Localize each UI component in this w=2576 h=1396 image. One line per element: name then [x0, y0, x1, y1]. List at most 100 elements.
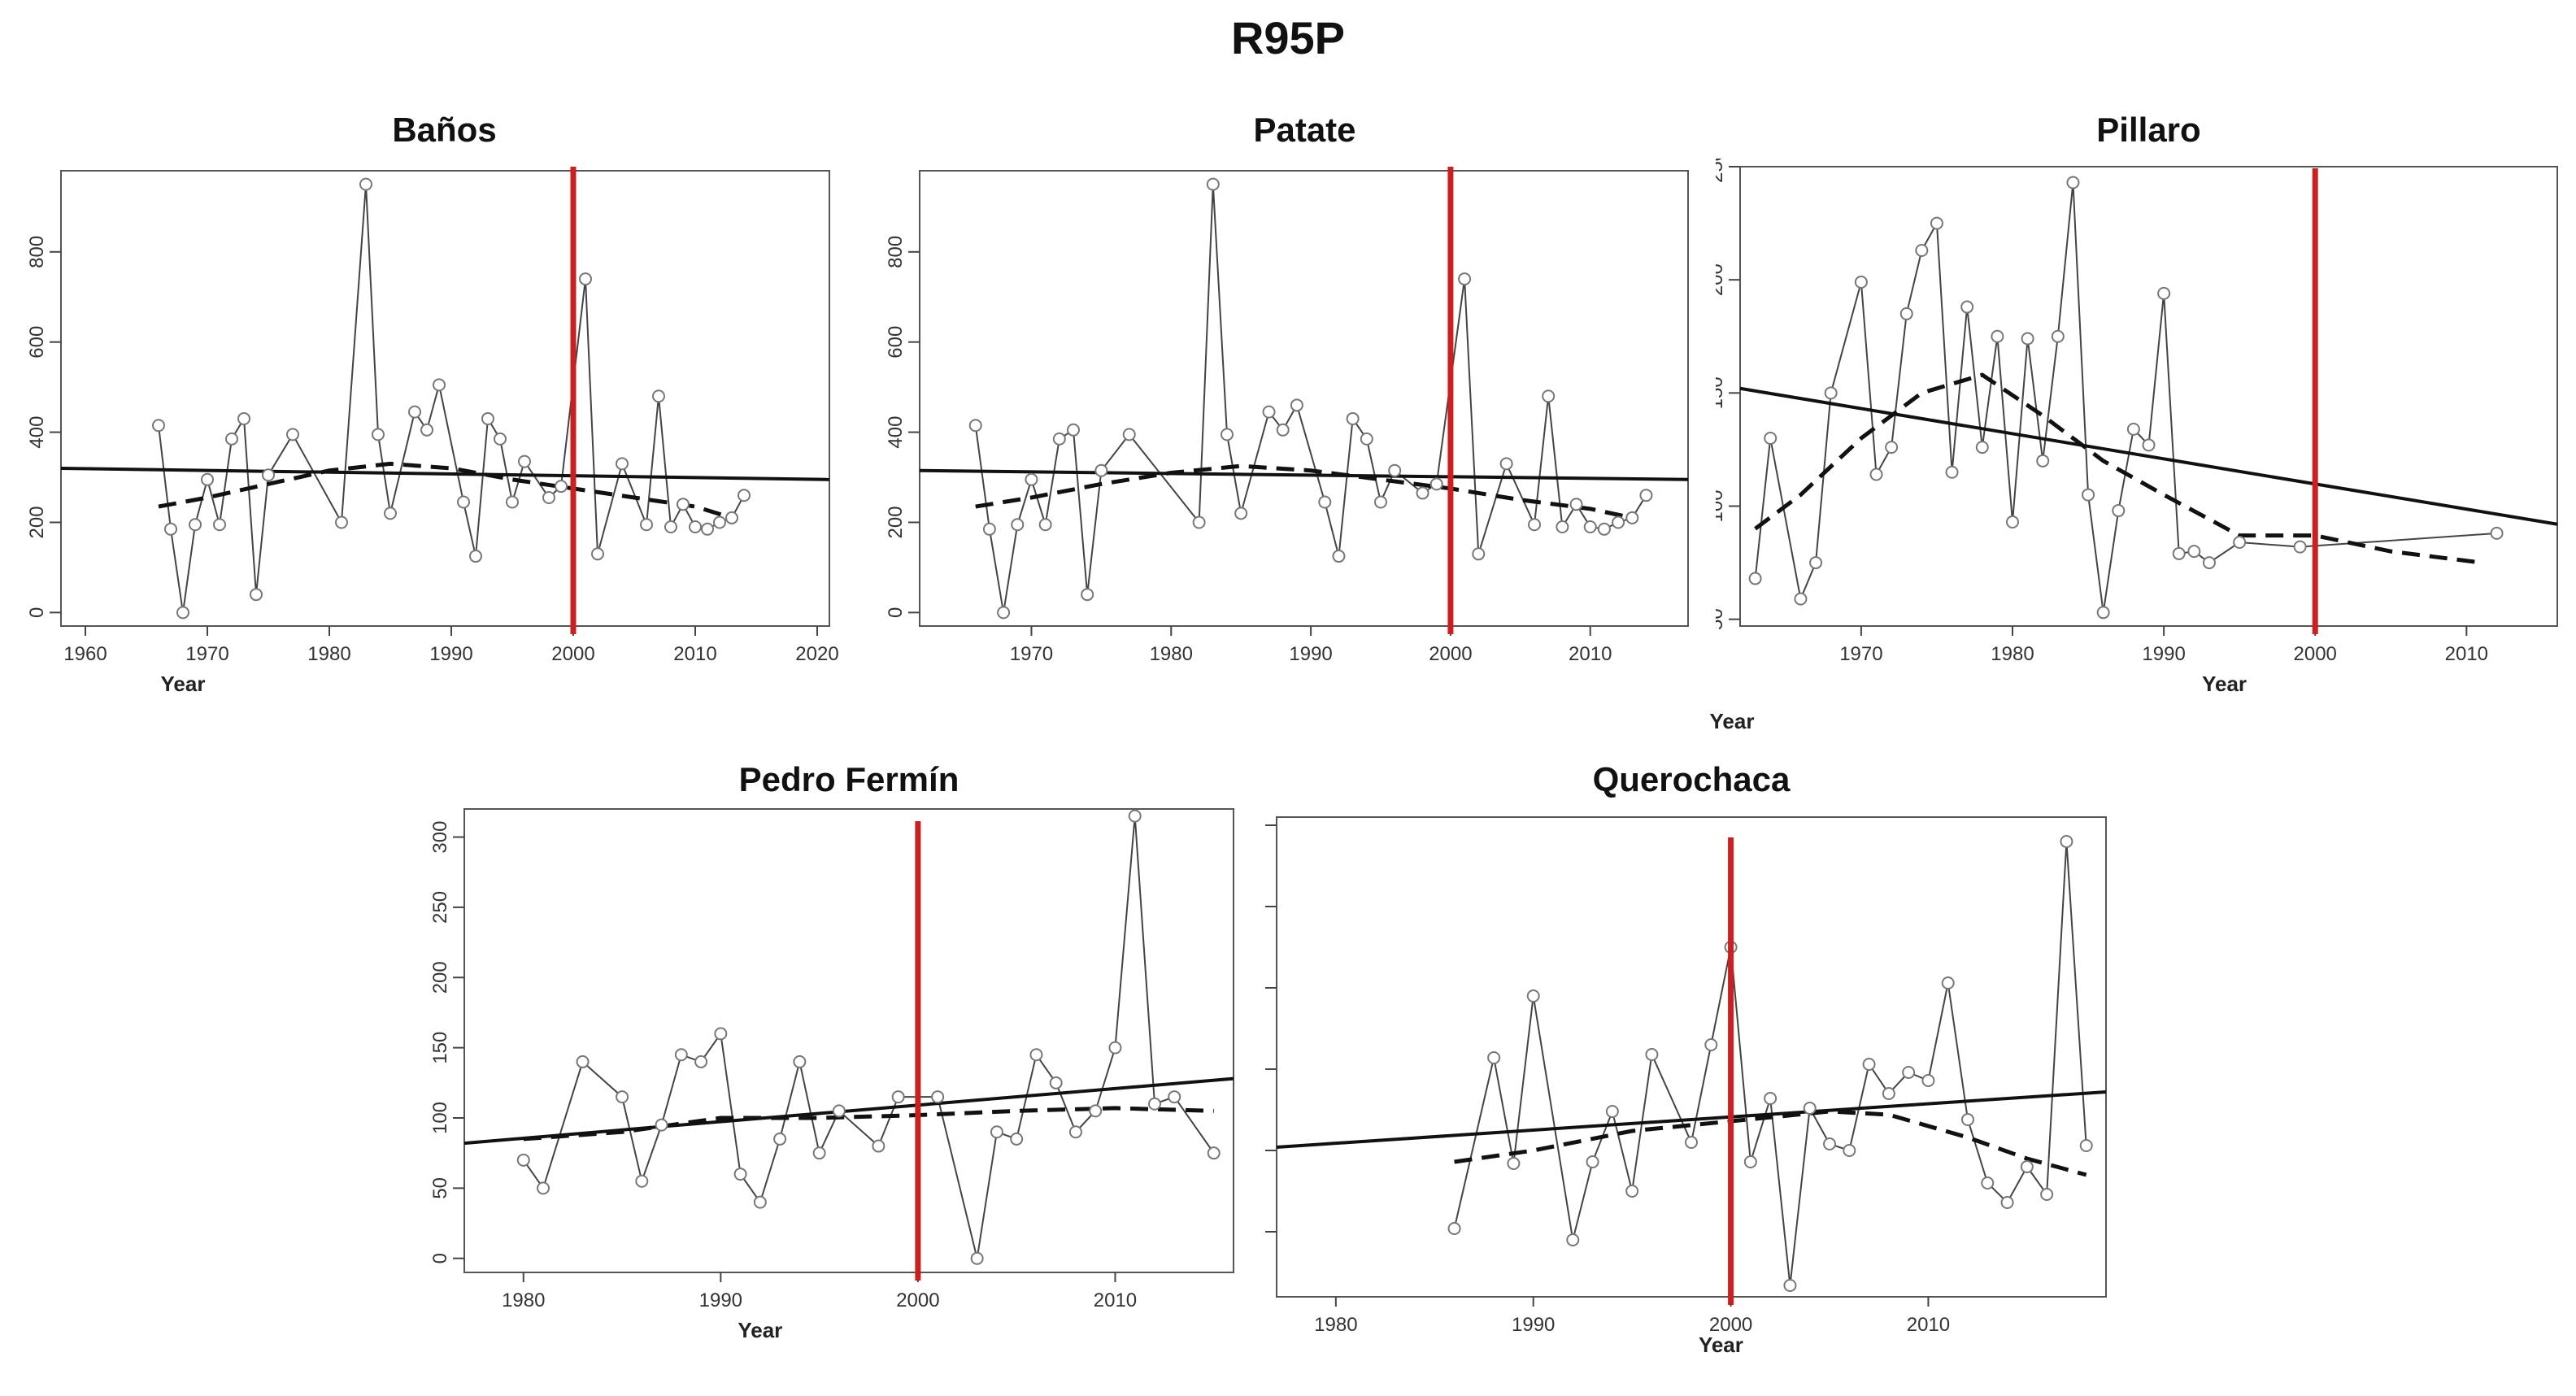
- data-point: [677, 498, 690, 511]
- data-point: [2021, 332, 2034, 346]
- data-point: [1902, 1066, 1916, 1079]
- y-tick-label: 50: [429, 1177, 451, 1199]
- data-point: [635, 1174, 649, 1188]
- y-tick-label: 100: [429, 1102, 451, 1134]
- x-tick-label: 1980: [1314, 1314, 1357, 1336]
- data-point: [494, 432, 507, 446]
- data-point: [2187, 545, 2201, 559]
- data-point: [1882, 1087, 1895, 1100]
- y-tick-label: 200: [1260, 972, 1264, 1004]
- chart-querochaca: 50 100 150 200 250 300 1980 1990 2000 2010 Year: [1260, 809, 2107, 1357]
- data-point: [518, 454, 531, 468]
- observed-series-line: [1453, 841, 2087, 1286]
- x-tick-label: 2010: [1907, 1314, 1950, 1336]
- data-point: [516, 1153, 530, 1167]
- data-point: [640, 518, 653, 532]
- data-point: [1038, 518, 1052, 532]
- data-point: [2202, 556, 2216, 570]
- chart-patate: 0 200 400 600 800 1970 1980 1990 2000 2010: [885, 167, 1689, 665]
- panel-title-pedro-fermin: Pedro Fermín: [738, 760, 959, 798]
- data-point: [1704, 1038, 1718, 1051]
- data-point: [1823, 1137, 1836, 1150]
- x-tick-label: 2010: [2445, 643, 2488, 665]
- data-point: [1081, 588, 1094, 602]
- data-point: [1945, 465, 1959, 479]
- data-point: [733, 1168, 747, 1181]
- data-point: [2142, 438, 2156, 452]
- figure-title: R95P: [1230, 12, 1346, 63]
- data-point: [1499, 457, 1513, 471]
- y-tick-label: 100: [1716, 489, 1727, 522]
- data-point: [286, 428, 299, 441]
- data-point: [713, 515, 726, 529]
- x-tick-label: 1990: [429, 643, 472, 665]
- data-point: [555, 480, 568, 494]
- y-tick-label: 250: [429, 891, 451, 924]
- data-point: [1458, 272, 1472, 286]
- data-point: [2036, 454, 2050, 468]
- data-point: [1843, 1144, 1856, 1157]
- data-point: [1975, 441, 1989, 454]
- data-point: [1049, 1076, 1063, 1089]
- data-point: [1025, 472, 1038, 486]
- x-tick-label: 1970: [1010, 643, 1053, 665]
- y-tick-label: 300: [1260, 809, 1264, 842]
- data-point: [1794, 592, 1808, 606]
- chart-pedro-fermin: 0 50 100 150 200 250 300 1980 1990 2000 2010 Year: [429, 808, 1234, 1342]
- panel-title-banos: Baños: [392, 111, 497, 149]
- data-point: [2079, 1139, 2093, 1152]
- data-point: [1388, 463, 1402, 477]
- data-point: [1168, 1090, 1181, 1104]
- x-axis-label: Year: [738, 1318, 782, 1342]
- data-point: [1290, 398, 1303, 412]
- x-tick-label: 1980: [1150, 643, 1193, 665]
- data-point: [1645, 1048, 1659, 1061]
- data-point: [2096, 606, 2110, 620]
- data-point: [1010, 1132, 1024, 1146]
- data-point: [1605, 1105, 1619, 1118]
- data-point: [2040, 1188, 2054, 1201]
- x-tick-label: 1980: [502, 1289, 545, 1311]
- panel-title-querochaca: Querochaca: [1592, 760, 1791, 798]
- data-point: [1586, 1155, 1599, 1168]
- plot-frame: [1739, 166, 2558, 627]
- smoothed-trend-line: [975, 463, 1633, 520]
- data-point: [2490, 526, 2504, 540]
- data-point: [753, 1195, 767, 1209]
- data-point: [1854, 275, 1868, 289]
- data-point: [2066, 176, 2080, 189]
- data-point: [1764, 1092, 1778, 1105]
- y-tick-label: 0: [429, 1253, 451, 1263]
- y-tick-label: 600: [885, 326, 907, 359]
- data-point: [1029, 1048, 1043, 1062]
- data-point: [2126, 422, 2140, 436]
- y-tick-label: 800: [26, 236, 48, 268]
- data-point: [237, 411, 250, 425]
- data-point: [164, 522, 177, 536]
- data-point: [2060, 835, 2073, 848]
- data-point: [2051, 329, 2065, 343]
- data-point: [2082, 488, 2095, 502]
- data-point: [1783, 1279, 1797, 1292]
- data-point: [1930, 216, 1943, 230]
- data-point: [469, 550, 482, 563]
- x-tick-label: 1970: [185, 643, 228, 665]
- data-point: [1915, 243, 1929, 257]
- data-point: [1583, 520, 1597, 534]
- data-point: [1569, 498, 1583, 511]
- data-point: [616, 1090, 629, 1104]
- data-point: [1472, 547, 1486, 561]
- chart-banos: 0 200 400 600 800 1960 1970 1980 1990 2000 2010 202…: [26, 167, 839, 696]
- data-point: [1685, 1136, 1698, 1149]
- data-point: [1346, 411, 1360, 425]
- data-point: [189, 518, 202, 532]
- data-point: [990, 1125, 1003, 1139]
- data-point: [1639, 489, 1653, 502]
- data-point: [674, 1048, 688, 1062]
- data-point: [408, 405, 421, 419]
- data-point: [542, 490, 555, 504]
- data-point: [201, 472, 214, 486]
- data-point: [1318, 495, 1332, 509]
- x-tick-label: 2000: [551, 643, 594, 665]
- data-point: [1122, 428, 1136, 441]
